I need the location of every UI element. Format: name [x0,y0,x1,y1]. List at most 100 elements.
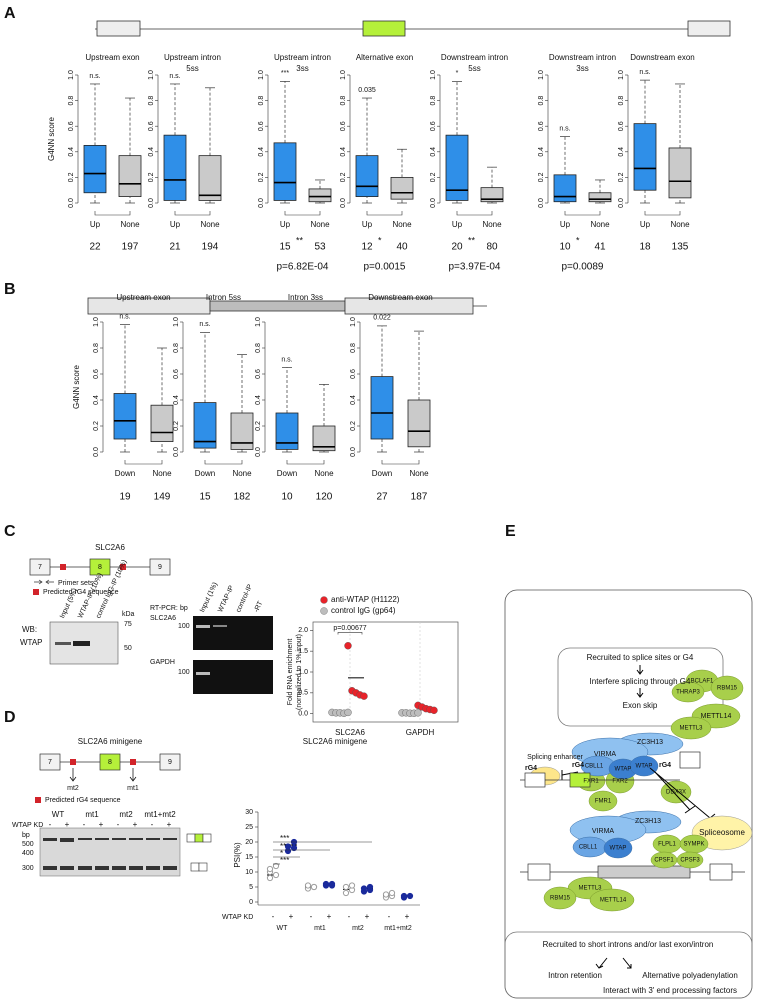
point [344,708,352,717]
y-tick-label: 0.0 [148,198,155,208]
point [322,880,330,888]
panel-label: A [4,5,16,22]
y-tick-label: 0.8 [538,96,545,106]
bracket [204,460,243,465]
significance: n.s. [119,313,130,320]
plot-title: Upstream intron [274,53,331,62]
box [150,404,174,443]
box [553,174,577,203]
lane-label: Input (1%) [199,581,219,613]
y-tick-label: 0.8 [258,96,265,106]
box-text: Interact with 3' end processing factors [603,986,737,995]
y-tick-label: 0.6 [340,121,347,131]
kd-label: WTAP KD [12,822,43,829]
y-tick-label: 0.2 [538,172,545,182]
legend-text: Primer sets [58,580,94,587]
y-tick-label: 0.0 [340,198,347,208]
count: 182 [234,492,251,503]
gel [193,660,273,694]
box-text: Interfere splicing through G4 [590,677,691,686]
significance: *** [281,70,289,77]
plot-title: Intron 5ss [206,293,241,302]
kd-sign: + [167,820,172,829]
count: 18 [639,242,651,253]
node-label: METTL14 [701,713,732,720]
y-tick-label: 0.0 [93,447,100,457]
kd-sign: + [99,820,104,829]
bracket [286,460,325,465]
x-tick-label: GAPDH [406,728,435,737]
y-tick-label: 0.2 [255,421,262,431]
group-label: Up [452,220,463,229]
gene-name: SLC2A6 minigene [78,737,143,746]
plot-frame [312,621,459,723]
y-tick-label: 0.8 [350,343,357,353]
y-axis-label: G4NN score [47,116,56,161]
y-tick-label: 0.0 [350,447,357,457]
point [342,889,350,897]
group-label: None [392,220,412,229]
y-tick-label: 0.2 [350,421,357,431]
p-value: p=3.97E-04 [449,262,501,273]
y-tick-label: 0.6 [68,121,75,131]
y-tick-label: 0.6 [173,369,180,379]
bracket [337,632,363,635]
unit: kDa [122,611,135,618]
significance: n.s. [281,356,292,363]
y-tick-label: 0.6 [93,369,100,379]
box [275,412,299,450]
node-label: FXR2 [612,779,628,785]
gel [193,616,273,650]
mutant-label: mt2 [67,785,79,792]
y-tick-label: 0.6 [350,369,357,379]
exon-label: 9 [168,759,172,766]
significance: n.s. [89,73,100,80]
y-tick-label: 0.8 [173,343,180,353]
group-label: Down [195,469,215,478]
legend-text: Predicted rG4 sequence [43,589,119,596]
count-significance: * [576,235,580,245]
y-tick-label: 0.2 [258,172,265,182]
group-label: Up [640,220,651,229]
point [360,692,368,700]
group-label: None [482,220,502,229]
marker: 100 [178,669,190,676]
box [273,142,297,201]
kd-label: WTAP KD [222,914,253,921]
point [406,892,414,900]
group-label: Up [170,220,181,229]
p-value: p=0.0015 [364,262,406,273]
group-label: Down [372,469,392,478]
y-tick-label: 0.0 [173,447,180,457]
plot-title: Upstream exon [116,293,170,302]
gene-name: SLC2A6 [95,543,125,552]
y-tick-label: 0.4 [340,147,347,157]
y-tick-label: 2.0 [298,627,308,634]
box [113,393,137,440]
count: 15 [279,242,291,253]
y-axis-label: Fold RNA enrichment [287,639,294,706]
y-tick-label: 0.0 [255,447,262,457]
y-tick-label: 0.0 [258,198,265,208]
box [312,425,336,452]
y-tick-label: 0.6 [538,121,545,131]
gene-diagram [35,753,181,803]
gene-label: SLC2A6 [150,615,176,622]
y-tick-label: 1.0 [298,669,308,676]
marker: 100 [178,623,190,630]
y-tick-label: 1.0 [68,70,75,80]
y-tick-label: 0.4 [350,395,357,405]
group-label: None [409,469,429,478]
y-tick-label: 0.2 [68,172,75,182]
exon-label: 9 [158,564,162,571]
marker: 300 [22,865,34,872]
box-text: Recruited to short introns and/or last e… [543,940,714,949]
marker: 400 [22,850,34,857]
count: 135 [672,242,689,253]
box [407,399,431,448]
y-tick-label: 0.8 [68,96,75,106]
y-tick-label: 0.4 [618,147,625,157]
y-tick-label: 0.8 [430,96,437,106]
panel-label: B [4,281,16,298]
